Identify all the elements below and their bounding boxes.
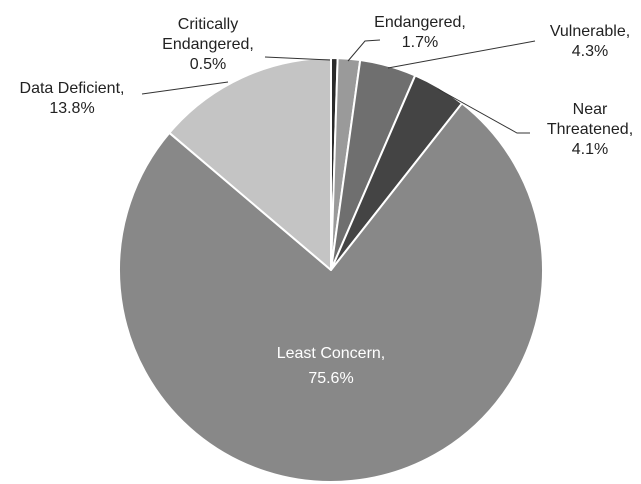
- slice-label-line: 13.8%: [49, 100, 94, 117]
- slice-label-line: 4.3%: [572, 43, 608, 60]
- slice-label-line: Critically: [178, 16, 238, 33]
- slice-label-line: 4.1%: [572, 141, 608, 158]
- slice-label-line: 1.7%: [402, 34, 438, 51]
- leader-line-vulnerable: [387, 40, 536, 69]
- slice-label-vulnerable: Vulnerable, 4.3%: [550, 23, 630, 60]
- slice-label-endangered: Endangered, 1.7%: [374, 14, 466, 51]
- slice-label-near-threatened: Near Threatened, 4.1%: [547, 101, 633, 158]
- slice-label-line: Near: [573, 101, 608, 118]
- slice-label-line: Endangered,: [374, 14, 466, 31]
- slice-label-line: Threatened,: [547, 121, 633, 138]
- slice-label-line: Vulnerable,: [550, 23, 630, 40]
- slice-label-data-deficient: Data Deficient, 13.8%: [20, 80, 125, 117]
- slice-label-line: 0.5%: [190, 56, 226, 73]
- leader-line-endangered: [347, 39, 381, 62]
- pie-slice-least-concern: [118, 102, 544, 483]
- slice-label-line: Endangered,: [162, 36, 254, 53]
- slice-label-critically-endangered: Critically Endangered, 0.5%: [162, 16, 254, 73]
- slice-label-line: Data Deficient,: [20, 80, 125, 97]
- pie-slices: [118, 56, 544, 483]
